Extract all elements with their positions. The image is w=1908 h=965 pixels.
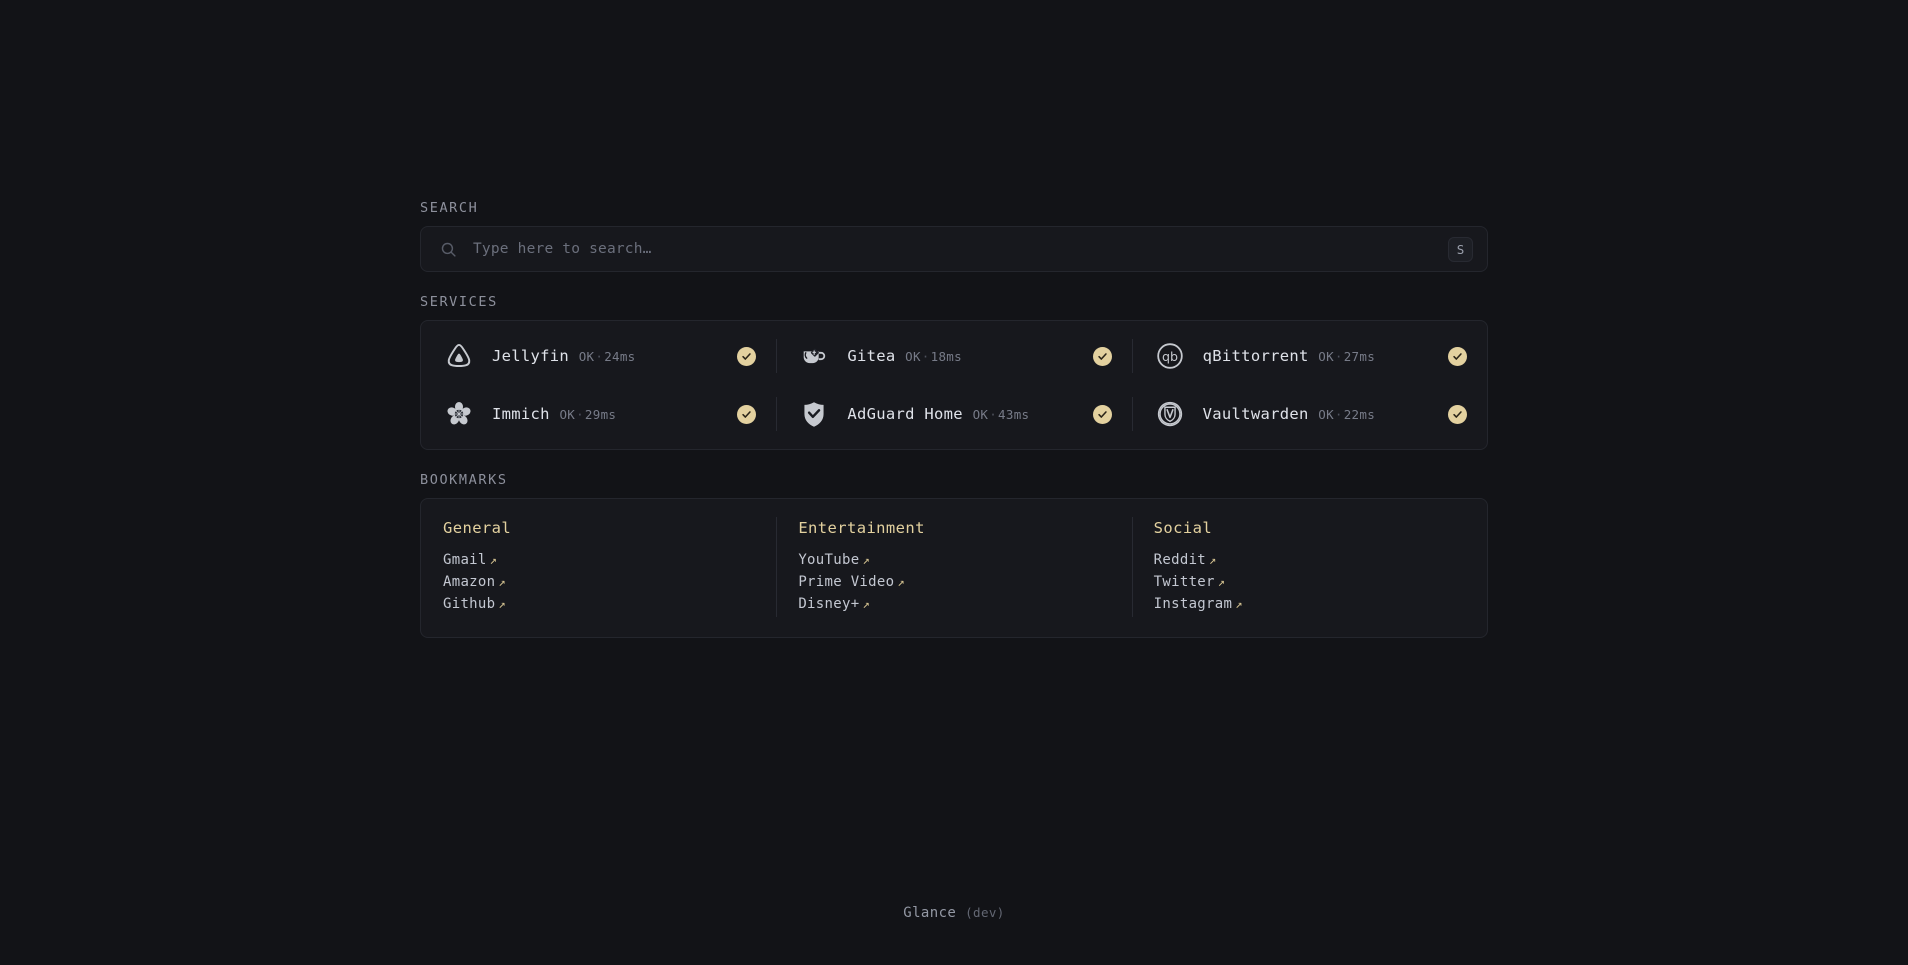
services-section: SERVICES Jellyfin OK·24ms — [420, 294, 1488, 450]
svg-text:qb: qb — [1162, 349, 1178, 364]
service-text: Vaultwarden OK·22ms — [1203, 404, 1438, 425]
service-status: OK·43ms — [972, 406, 1030, 422]
status-badge-ok — [1092, 346, 1112, 366]
service-item-qbittorrent[interactable]: qb qBittorrent OK·27ms — [1131, 327, 1487, 385]
service-status: OK·27ms — [1318, 348, 1376, 364]
bookmarks-card: General Gmail ↗ Amazon ↗ Github ↗ Entertain… — [420, 498, 1488, 638]
external-link-icon: ↗ — [1209, 553, 1217, 567]
services-row: Immich OK·29ms — [421, 385, 1487, 443]
service-name: Jellyfin — [492, 346, 570, 365]
bookmark-link[interactable]: Twitter ↗ — [1153, 574, 1226, 590]
bookmark-group-entertainment: Entertainment YouTube ↗ Prime Video ↗ Disn… — [776, 517, 1131, 617]
bookmarks-section: BOOKMARKS General Gmail ↗ Amazon ↗ Github ↗… — [420, 472, 1488, 638]
services-card: Jellyfin OK·24ms — [420, 320, 1488, 450]
vaultwarden-icon — [1154, 398, 1186, 430]
footer: Glance (dev) — [0, 905, 1908, 921]
service-name: AdGuard Home — [847, 404, 963, 423]
gitea-icon — [798, 340, 830, 372]
bookmark-link[interactable]: Disney+ ↗ — [798, 596, 870, 612]
status-badge-ok — [1447, 346, 1467, 366]
external-link-icon: ↗ — [862, 553, 870, 567]
service-text: AdGuard Home OK·43ms — [847, 404, 1082, 425]
bookmark-group-general: General Gmail ↗ Amazon ↗ Github ↗ — [421, 519, 776, 615]
search-card[interactable]: S — [420, 226, 1488, 272]
bookmark-link[interactable]: Reddit ↗ — [1153, 552, 1217, 568]
service-item-jellyfin[interactable]: Jellyfin OK·24ms — [421, 327, 776, 385]
status-badge-ok — [737, 404, 757, 424]
service-status: OK·22ms — [1318, 406, 1376, 422]
service-item-immich[interactable]: Immich OK·29ms — [421, 385, 776, 443]
search-icon — [439, 240, 457, 258]
jellyfin-icon — [443, 340, 475, 372]
external-link-icon: ↗ — [498, 597, 506, 611]
page-content: SEARCH S SERVICES — [420, 200, 1488, 638]
service-text: Gitea OK·18ms — [847, 346, 1082, 367]
external-link-icon: ↗ — [1235, 597, 1243, 611]
external-link-icon: ↗ — [489, 553, 498, 567]
external-link-icon: ↗ — [1217, 575, 1226, 589]
service-name: Immich — [492, 404, 550, 423]
service-name: qBittorrent — [1202, 346, 1309, 365]
external-link-icon: ↗ — [498, 575, 506, 589]
service-status: OK·24ms — [578, 348, 636, 364]
service-item-vaultwarden[interactable]: Vaultwarden OK·22ms — [1131, 385, 1487, 443]
external-link-icon: ↗ — [862, 597, 870, 611]
bookmark-link[interactable]: Instagram ↗ — [1153, 596, 1243, 612]
footer-build-tag: (dev) — [965, 905, 1005, 920]
services-row: Jellyfin OK·24ms — [421, 327, 1487, 385]
bookmark-link[interactable]: Github ↗ — [443, 596, 506, 612]
bookmark-link[interactable]: Amazon ↗ — [443, 574, 506, 590]
search-shortcut-key[interactable]: S — [1448, 236, 1473, 262]
service-text: Immich OK·29ms — [492, 404, 727, 425]
service-item-gitea[interactable]: Gitea OK·18ms — [776, 327, 1131, 385]
service-name: Vaultwarden — [1202, 404, 1309, 423]
services-section-label: SERVICES — [420, 294, 498, 310]
search-section: SEARCH S — [420, 200, 1488, 272]
adguard-icon — [798, 398, 830, 430]
service-item-adguard-home[interactable]: AdGuard Home OK·43ms — [776, 385, 1131, 443]
immich-icon — [443, 398, 475, 430]
bookmarks-section-label: BOOKMARKS — [420, 472, 508, 488]
status-badge-ok — [737, 346, 757, 366]
bookmark-group-social: Social Reddit ↗ Twitter ↗ Instagram ↗ — [1131, 517, 1487, 617]
footer-app-name[interactable]: Glance — [903, 905, 957, 921]
external-link-icon: ↗ — [897, 575, 905, 589]
service-name: Gitea — [847, 346, 896, 365]
bookmark-link[interactable]: Prime Video ↗ — [798, 574, 905, 590]
service-status: OK·29ms — [559, 406, 617, 422]
service-status: OK·18ms — [905, 348, 962, 364]
service-text: Jellyfin OK·24ms — [492, 346, 727, 367]
search-section-label: SEARCH — [420, 200, 479, 216]
bookmark-group-title: General — [443, 519, 512, 537]
bookmark-group-title: Social — [1153, 519, 1213, 537]
bookmark-link[interactable]: YouTube ↗ — [798, 552, 870, 568]
service-text: qBittorrent OK·27ms — [1203, 346, 1438, 367]
status-badge-ok — [1447, 404, 1467, 424]
status-badge-ok — [1092, 404, 1112, 424]
bookmark-group-title: Entertainment — [798, 519, 925, 537]
qbittorrent-icon: qb — [1154, 340, 1186, 372]
search-input[interactable] — [473, 241, 1448, 257]
bookmark-link[interactable]: Gmail ↗ — [443, 552, 498, 568]
